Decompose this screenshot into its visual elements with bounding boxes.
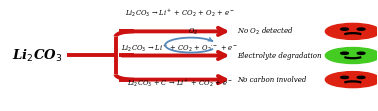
Text: Li$_2$CO$_3$: Li$_2$CO$_3$ [12, 47, 62, 64]
Circle shape [325, 72, 378, 88]
Text: Electrolyte degradation: Electrolyte degradation [237, 52, 322, 59]
Circle shape [357, 28, 365, 30]
Text: Li$_2$CO$_3$ → Li$^+$ + CO$_2$ + O$_2$$^{\cdot-}$ + e$^-$: Li$_2$CO$_3$ → Li$^+$ + CO$_2$ + O$_2$$^… [121, 43, 238, 54]
Text: O$_2$: O$_2$ [188, 26, 198, 37]
Text: No carbon involved: No carbon involved [237, 76, 307, 84]
Text: Li$_2$CO$_3$ + C → Li$^+$ + CO$_2$ + e$^-$: Li$_2$CO$_3$ + C → Li$^+$ + CO$_2$ + e$^… [127, 78, 232, 89]
Circle shape [325, 48, 378, 63]
Circle shape [341, 52, 349, 54]
Circle shape [357, 76, 365, 78]
Text: Li$_2$CO$_3$ → Li$^+$ + CO$_2$ + O$_2$ + e$^-$: Li$_2$CO$_3$ → Li$^+$ + CO$_2$ + O$_2$ +… [125, 8, 234, 19]
Circle shape [357, 52, 365, 54]
Text: No O$_2$ detected: No O$_2$ detected [237, 26, 294, 37]
Circle shape [341, 76, 349, 78]
Circle shape [341, 28, 349, 30]
Circle shape [325, 23, 378, 39]
